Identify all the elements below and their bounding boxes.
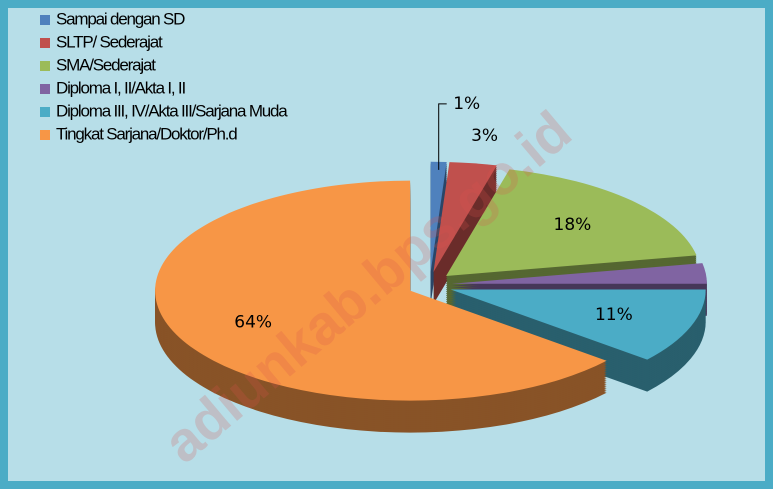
legend: Sampai dengan SD SLTP/ Sederajat SMA/Seder… xyxy=(40,9,290,143)
legend-label: Sampai dengan SD xyxy=(56,9,185,28)
slice xyxy=(450,289,706,360)
pie: 1%3%18%3%11%64% xyxy=(155,94,707,433)
legend-label: Diploma III, IV/Akta III/Sarjana Muda xyxy=(56,101,288,120)
legend-swatch xyxy=(40,38,50,48)
slice xyxy=(433,162,497,272)
legend-label: SLTP/ Sederajat xyxy=(56,32,163,51)
data-label: 11% xyxy=(595,305,633,325)
slice xyxy=(446,169,697,276)
data-label: 3% xyxy=(471,126,498,146)
data-label: 1% xyxy=(453,94,480,114)
legend-swatch xyxy=(40,130,50,140)
data-label: 18% xyxy=(554,215,592,235)
slice xyxy=(451,263,707,284)
slice xyxy=(155,180,607,401)
legend-label: Diploma I, II/Akta I, II xyxy=(56,78,185,97)
leader-line xyxy=(438,103,447,170)
legend-label: Tingkat Sarjana/Doktor/Ph.d xyxy=(56,124,237,143)
slice xyxy=(430,161,447,272)
legend-swatch xyxy=(40,107,50,117)
data-label: 64% xyxy=(234,312,272,332)
legend-swatch xyxy=(40,15,50,25)
legend-label: SMA/Sederajat xyxy=(56,55,156,74)
legend-swatch xyxy=(40,84,50,94)
legend-swatch xyxy=(40,61,50,71)
